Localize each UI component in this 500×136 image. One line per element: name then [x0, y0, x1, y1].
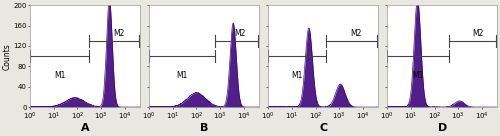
Text: M1: M1	[54, 71, 66, 80]
Y-axis label: Counts: Counts	[3, 43, 12, 69]
Text: M2: M2	[472, 29, 484, 38]
X-axis label: D: D	[438, 123, 447, 133]
Text: M1: M1	[292, 71, 303, 80]
Text: M1: M1	[412, 71, 424, 80]
X-axis label: C: C	[319, 123, 328, 133]
Text: M2: M2	[113, 29, 124, 38]
Text: M1: M1	[176, 71, 188, 80]
X-axis label: A: A	[81, 123, 90, 133]
X-axis label: B: B	[200, 123, 208, 133]
Text: M2: M2	[350, 29, 361, 38]
Text: M2: M2	[234, 29, 246, 38]
